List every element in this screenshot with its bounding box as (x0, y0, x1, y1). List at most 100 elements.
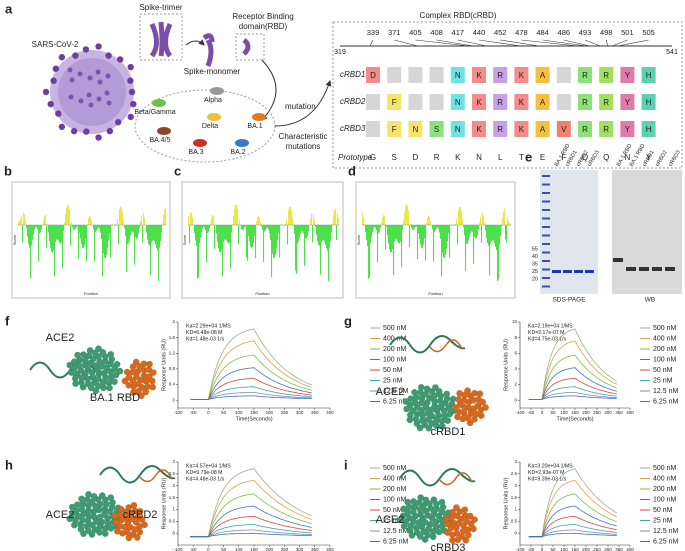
profile-bar (60, 225, 62, 244)
profile-bar (57, 225, 59, 240)
profile-bar (270, 225, 272, 240)
profile-bar (404, 212, 406, 225)
residue: R (582, 71, 588, 80)
profile-bar (72, 225, 74, 228)
position-label: 371 (388, 28, 401, 37)
prototype-residue: L (498, 153, 503, 162)
sensorgram (190, 377, 312, 400)
residue: N (455, 71, 461, 80)
profile-bar (330, 225, 332, 242)
residue-cell (578, 67, 592, 83)
y-axis-title: Response Units (RU) (503, 477, 509, 529)
profile-bar (49, 225, 51, 241)
profile-bar (437, 225, 439, 228)
x-tick-label: 200 (265, 547, 273, 551)
profile-bar (433, 225, 435, 262)
profile-bar (137, 225, 139, 238)
legend-label: 25 nM (383, 377, 403, 384)
profile-bar (310, 218, 312, 225)
residue: K (476, 98, 482, 107)
y-tick-label: 0 (514, 530, 517, 535)
molecule-atom (125, 534, 133, 542)
molecule-atom (466, 512, 474, 520)
position-tick (436, 39, 474, 47)
prototype-residue: N (625, 153, 631, 162)
virus-spike (127, 77, 134, 84)
position-tick (618, 39, 649, 47)
profile-bar (249, 225, 251, 242)
molecule-atom (149, 383, 157, 391)
profile-bar (110, 225, 112, 258)
profile-bar (131, 225, 133, 233)
profile-bar (304, 225, 306, 266)
residue: D (370, 71, 376, 80)
profile-bar (109, 225, 111, 234)
x-tick-label: -100 (173, 547, 183, 551)
residue-cell (429, 67, 444, 83)
profile-bar (194, 225, 196, 233)
x-tick-label: 50 (221, 410, 227, 415)
scale-end: 319 (334, 49, 346, 56)
profile-bar (510, 223, 512, 225)
residue: A (540, 98, 546, 107)
profile-bar (413, 225, 415, 230)
profile-bar (62, 225, 64, 269)
profile-bar (26, 225, 28, 229)
profile-bar (426, 223, 428, 225)
residue-cell (387, 94, 402, 110)
molecule-atom (79, 383, 87, 391)
molecule-atom (74, 351, 82, 359)
molecule-atom (423, 385, 431, 393)
legend-label: 200 nM (383, 486, 407, 493)
profile-bar (143, 213, 145, 225)
residue-cell (429, 121, 444, 137)
legend-label: 6.25 nM (383, 538, 408, 545)
profile-bar (448, 225, 450, 234)
x-tick-label: 250 (281, 410, 289, 415)
y-tick-label: 2 (172, 483, 175, 488)
molecule-atom (133, 534, 141, 541)
profile-bar (366, 225, 368, 241)
profile-bar (165, 208, 167, 225)
residue: K (519, 71, 525, 80)
x-tick-label: 100 (235, 547, 243, 551)
profile-bar (385, 225, 387, 250)
sensorgram (528, 524, 617, 538)
virus-label: SARS-CoV-2 (32, 40, 79, 49)
profile-bar (118, 225, 120, 244)
x-tick-label: 300 (296, 547, 304, 551)
profile-bar (211, 218, 213, 225)
ribbon (439, 472, 473, 486)
molecule-atom (402, 398, 410, 405)
profile-bar (86, 225, 88, 262)
prototype-residue: N (476, 153, 482, 162)
profile-bar (42, 224, 44, 225)
molecule-atom (439, 422, 446, 430)
molecule-atom (85, 490, 92, 498)
virus-spike (130, 100, 137, 108)
sensorgram (190, 529, 312, 538)
scale-end: 541 (666, 49, 678, 56)
profile-bar (273, 225, 275, 258)
residue: K (476, 71, 482, 80)
sensorgram (190, 386, 312, 400)
x-tick-label: 400 (626, 410, 634, 415)
profile-bar (127, 225, 129, 245)
legend-label: 50 nM (653, 507, 673, 514)
residue: R (603, 71, 609, 80)
residue-cell (387, 67, 402, 83)
profile-bar (496, 225, 498, 250)
profile-bar (217, 225, 219, 242)
y-tick-label: 10 (512, 319, 518, 324)
x-tick-label: 300 (296, 410, 304, 415)
profile-bar (328, 225, 330, 281)
virus-dot (105, 73, 111, 79)
profile-bar (76, 225, 78, 227)
residue-cell (535, 121, 550, 137)
profile-bar (28, 225, 30, 244)
position-label: 405 (409, 28, 422, 37)
profile-bar (91, 220, 93, 225)
x-tick-label: 200 (582, 547, 590, 551)
profile-bar (391, 225, 393, 252)
wb-gel (612, 170, 682, 294)
